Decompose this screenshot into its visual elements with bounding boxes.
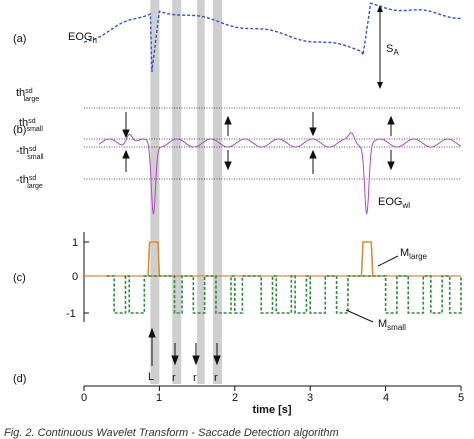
neg-th-large-label: -thsd large — [16, 174, 43, 190]
saccade-bands — [150, 0, 222, 384]
x-ticks — [83, 386, 462, 391]
th-small-label: thsd small — [19, 117, 43, 133]
xtick-label-5: 5 — [458, 392, 464, 404]
xtick-label-1: 1 — [156, 392, 162, 404]
threshold-arrows — [122, 112, 395, 174]
eogwl-line — [98, 132, 462, 215]
eogh-label: EOGh — [68, 31, 97, 45]
panel-label-c: (c) — [13, 272, 26, 284]
m-small-line — [106, 275, 462, 314]
m-large-pointer — [377, 255, 399, 267]
marker-r2: r — [193, 372, 197, 384]
panel-label-b: (b) — [13, 124, 26, 136]
c-ytick-label-m1: -1 — [66, 308, 76, 320]
marker-r1: r — [172, 372, 176, 384]
xtick-label-3: 3 — [307, 392, 313, 404]
saccade-band-1 — [172, 0, 182, 384]
eogwl-label: EOGwl — [378, 196, 410, 210]
m-large-label: Mlarge — [400, 247, 428, 261]
neg-th-small-label: -thsd small — [16, 145, 44, 161]
c-ytick-label-0: 0 — [72, 271, 78, 283]
panel-label-d: (d) — [13, 373, 26, 385]
th-large-label: thsd large — [16, 87, 39, 103]
sa-arrow-head-down — [377, 82, 383, 89]
m-small-pointer — [345, 309, 374, 323]
saccade-band-3 — [212, 0, 222, 384]
figure-caption: Fig. 2. Continuous Wavelet Transform - S… — [4, 427, 339, 439]
d-markers — [148, 327, 221, 366]
panel-label-a: (a) — [13, 33, 26, 45]
sa-arrow-head-up — [377, 5, 383, 12]
c-ytick-label-1: 1 — [72, 237, 78, 249]
saccade-band-2 — [197, 0, 205, 384]
marker-L: L — [148, 371, 154, 383]
xtick-label-4: 4 — [383, 392, 389, 404]
x-axis-label: time [s] — [252, 404, 291, 416]
m-small-label: Msmall — [378, 318, 406, 332]
xtick-label-2: 2 — [232, 392, 238, 404]
xtick-label-0: 0 — [81, 392, 87, 404]
eogh-line — [83, 2, 461, 73]
m-large-line — [147, 241, 374, 277]
marker-r3: r — [214, 372, 218, 384]
sa-label: SA — [386, 43, 399, 57]
